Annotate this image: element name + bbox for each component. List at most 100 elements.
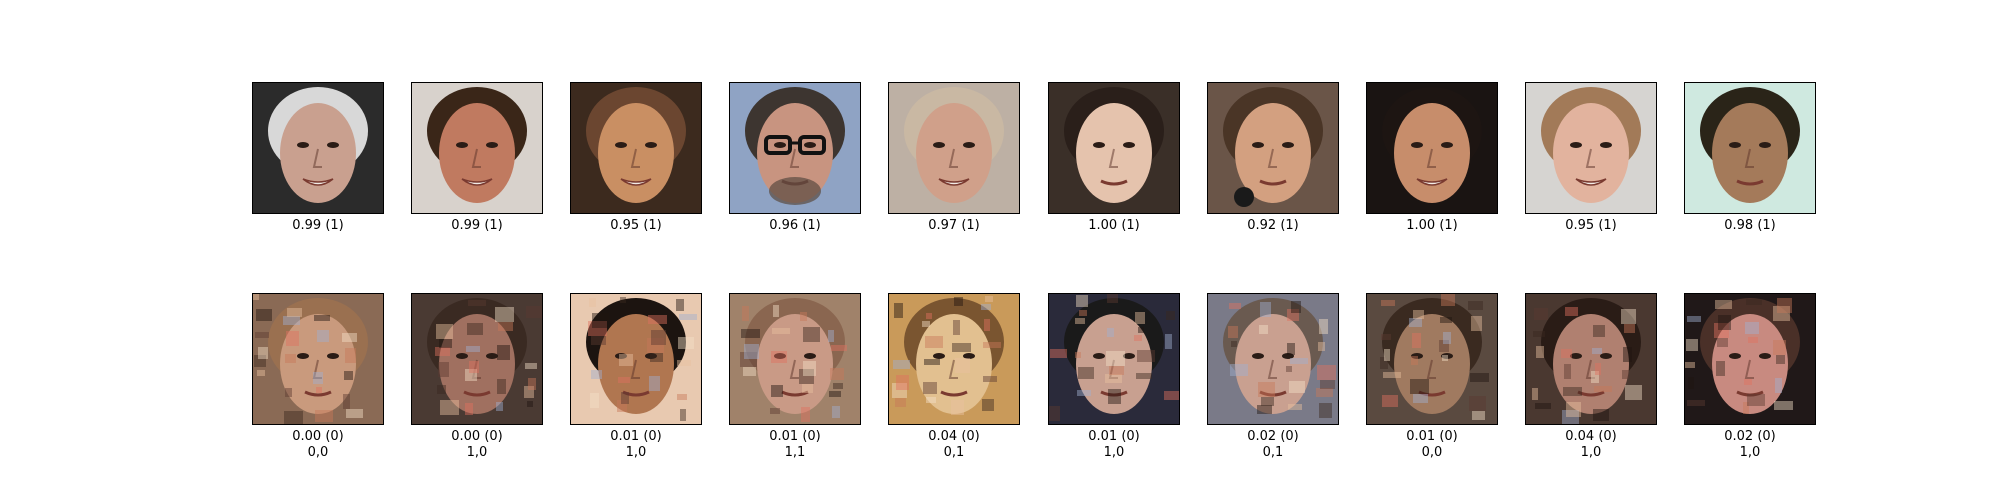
generated-sample: 0.01 (0) 1,1 (729, 293, 861, 461)
real-face-image (253, 83, 383, 213)
real-sample: 1.00 (1) (1048, 82, 1180, 234)
score-caption: 0.04 (0) 1,0 (1525, 429, 1657, 461)
score-text: 0.98 (1) (1724, 218, 1776, 233)
score-caption: 0.97 (1) (888, 218, 1020, 234)
label-text: 0,1 (943, 445, 965, 460)
score-text: 0.04 (0) (1565, 429, 1617, 444)
score-caption: 0.00 (0) 1,0 (411, 429, 543, 461)
face-thumbnail (411, 82, 543, 214)
score-text: 0.04 (0) (928, 429, 980, 444)
face-thumbnail (888, 82, 1020, 214)
real-face-image (1049, 83, 1179, 213)
real-face-image (571, 83, 701, 213)
generated-face-image (1049, 294, 1179, 424)
score-caption: 0.95 (1) (570, 218, 702, 234)
generated-face-image (1685, 294, 1815, 424)
score-caption: 0.99 (1) (252, 218, 384, 234)
generated-sample: 0.02 (0) 1,0 (1684, 293, 1816, 461)
face-thumbnail (570, 82, 702, 214)
score-text: 0.01 (0) (1088, 429, 1140, 444)
label-text: 1,0 (625, 445, 647, 460)
score-caption: 0.99 (1) (411, 218, 543, 234)
generated-sample: 0.01 (0) 0,0 (1366, 293, 1498, 461)
real-face-image (1208, 83, 1338, 213)
real-sample: 0.95 (1) (1525, 82, 1657, 234)
score-caption: 0.02 (0) 1,0 (1684, 429, 1816, 461)
real-face-image (1367, 83, 1497, 213)
face-thumbnail (1366, 82, 1498, 214)
face-thumbnail (729, 293, 861, 425)
score-caption: 0.01 (0) 0,0 (1366, 429, 1498, 461)
real-sample: 0.92 (1) (1207, 82, 1339, 234)
face-thumbnail (729, 82, 861, 214)
face-thumbnail (1207, 293, 1339, 425)
generated-sample: 0.04 (0) 0,1 (888, 293, 1020, 461)
score-caption: 0.01 (0) 1,0 (570, 429, 702, 461)
label-text: 1,1 (784, 445, 806, 460)
real-face-image (1685, 83, 1815, 213)
generated-face-image (730, 294, 860, 424)
score-caption: 0.95 (1) (1525, 218, 1657, 234)
generated-sample: 0.00 (0) 0,0 (252, 293, 384, 461)
score-text: 0.02 (0) (1247, 429, 1299, 444)
face-thumbnail (252, 293, 384, 425)
face-thumbnail (570, 293, 702, 425)
face-thumbnail (1525, 82, 1657, 214)
real-sample: 0.98 (1) (1684, 82, 1816, 234)
score-caption: 0.96 (1) (729, 218, 861, 234)
score-caption: 0.04 (0) 0,1 (888, 429, 1020, 461)
real-face-image (730, 83, 860, 213)
score-text: 0.01 (0) (610, 429, 662, 444)
real-face-image (412, 83, 542, 213)
score-caption: 1.00 (1) (1048, 218, 1180, 234)
generated-sample: 0.02 (0) 0,1 (1207, 293, 1339, 461)
real-face-image (1526, 83, 1656, 213)
face-thumbnail (1684, 82, 1816, 214)
score-text: 0.95 (1) (1565, 218, 1617, 233)
score-caption: 0.01 (0) 1,0 (1048, 429, 1180, 461)
generated-face-image (1526, 294, 1656, 424)
face-thumbnail (1048, 293, 1180, 425)
label-text: 1,0 (1103, 445, 1125, 460)
face-thumbnail (1366, 293, 1498, 425)
real-sample: 0.97 (1) (888, 82, 1020, 234)
real-sample: 0.95 (1) (570, 82, 702, 234)
face-thumbnail (252, 82, 384, 214)
generated-face-image (1208, 294, 1338, 424)
score-text: 0.02 (0) (1724, 429, 1776, 444)
generated-face-image (1367, 294, 1497, 424)
generated-sample: 0.01 (0) 1,0 (1048, 293, 1180, 461)
score-text: 1.00 (1) (1406, 218, 1458, 233)
label-text: 1,0 (1580, 445, 1602, 460)
real-sample: 0.99 (1) (252, 82, 384, 234)
score-caption: 0.92 (1) (1207, 218, 1339, 234)
real-sample: 1.00 (1) (1366, 82, 1498, 234)
face-thumbnail (1684, 293, 1816, 425)
face-thumbnail (411, 293, 543, 425)
score-text: 0.01 (0) (769, 429, 821, 444)
score-text: 0.97 (1) (928, 218, 980, 233)
score-caption: 1.00 (1) (1366, 218, 1498, 234)
real-sample: 0.99 (1) (411, 82, 543, 234)
score-text: 1.00 (1) (1088, 218, 1140, 233)
score-caption: 0.98 (1) (1684, 218, 1816, 234)
real-sample: 0.96 (1) (729, 82, 861, 234)
label-text: 1,0 (466, 445, 488, 460)
score-text: 0.00 (0) (292, 429, 344, 444)
label-text: 0,0 (1421, 445, 1443, 460)
score-text: 0.96 (1) (769, 218, 821, 233)
score-text: 0.92 (1) (1247, 218, 1299, 233)
face-thumbnail (888, 293, 1020, 425)
generated-sample: 0.00 (0) 1,0 (411, 293, 543, 461)
score-text: 0.00 (0) (451, 429, 503, 444)
face-thumbnail (1048, 82, 1180, 214)
score-caption: 0.01 (0) 1,1 (729, 429, 861, 461)
generated-sample: 0.04 (0) 1,0 (1525, 293, 1657, 461)
generated-sample: 0.01 (0) 1,0 (570, 293, 702, 461)
score-text: 0.95 (1) (610, 218, 662, 233)
score-text: 0.99 (1) (451, 218, 503, 233)
score-text: 0.01 (0) (1406, 429, 1458, 444)
face-thumbnail (1207, 82, 1339, 214)
generated-face-image (889, 294, 1019, 424)
generated-face-image (412, 294, 542, 424)
